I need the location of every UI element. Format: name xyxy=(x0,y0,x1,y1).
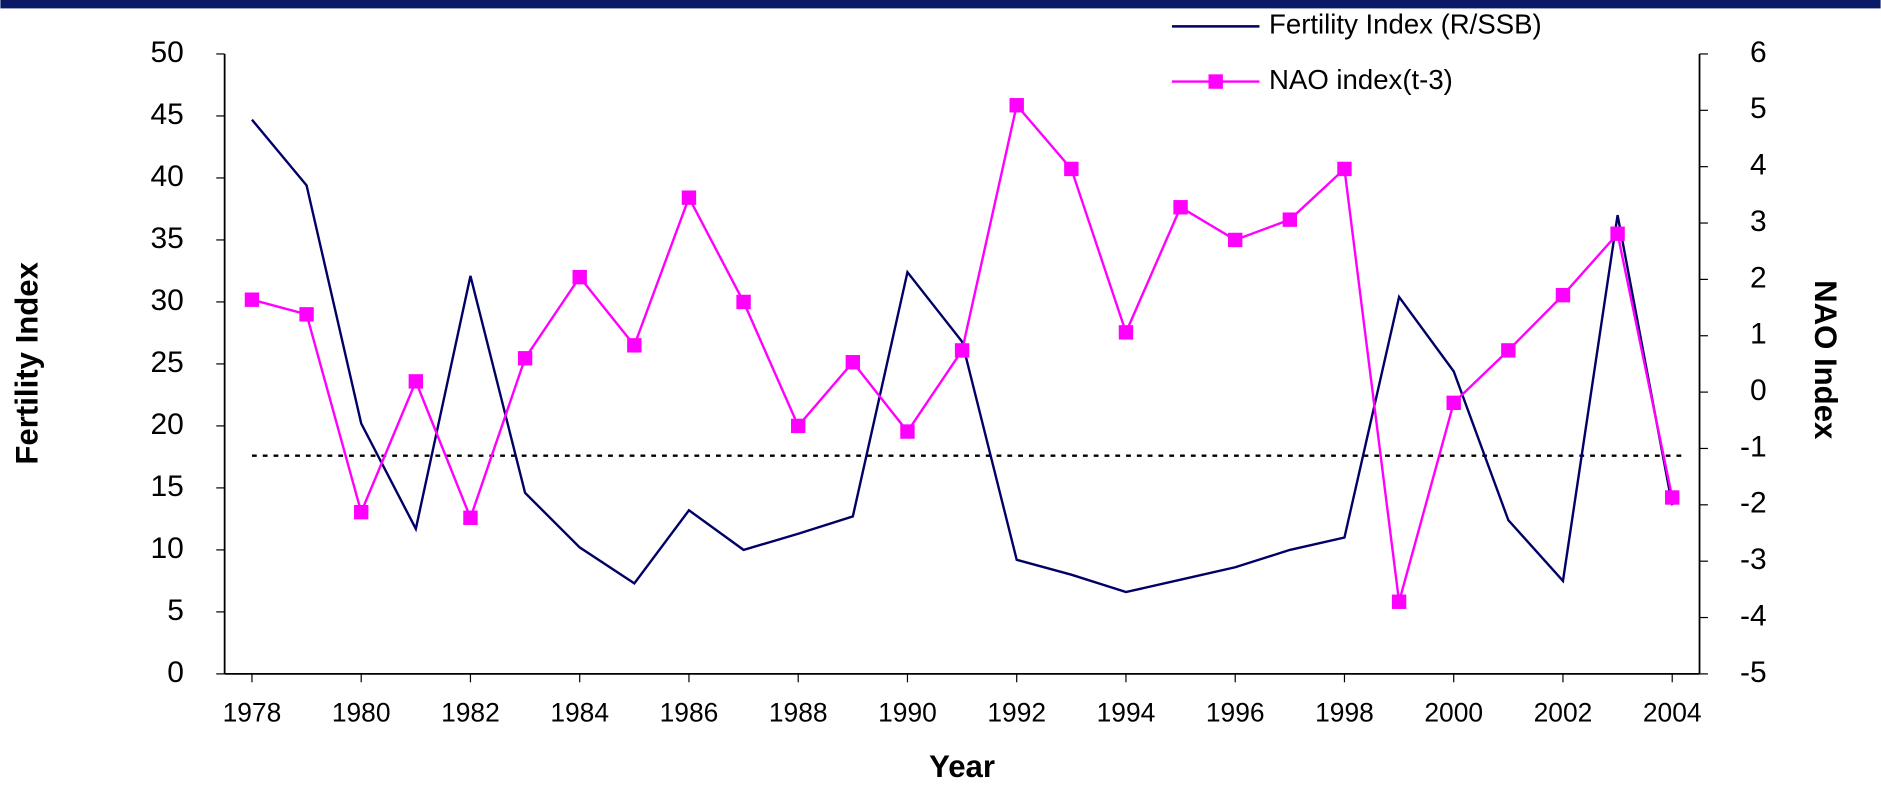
marker xyxy=(244,292,260,307)
legend-label: Fertility Index (R/SSB) xyxy=(1269,9,1542,40)
marker xyxy=(572,269,587,285)
marker xyxy=(1665,490,1680,505)
marker xyxy=(1391,594,1407,609)
marker xyxy=(463,510,478,525)
x-tick-label: 1986 xyxy=(660,698,719,728)
x-tick-label: 1980 xyxy=(332,698,391,728)
y2-tick-label: 0 xyxy=(1750,374,1767,407)
x-tick-label: 2002 xyxy=(1534,698,1593,728)
y2-tick-label: -4 xyxy=(1740,599,1767,632)
marker xyxy=(1610,226,1625,241)
marker xyxy=(736,294,751,310)
y-tick-label: 15 xyxy=(151,470,184,503)
marker xyxy=(791,418,806,434)
y-tick-label: 45 xyxy=(151,98,184,131)
legend-label: NAO index(t-3) xyxy=(1269,64,1453,95)
x-tick-label: 1992 xyxy=(987,698,1046,728)
x-axis-title: Year xyxy=(929,749,995,784)
marker xyxy=(299,307,314,322)
x-tick-label: 1994 xyxy=(1097,698,1156,728)
legend-marker xyxy=(1208,74,1223,89)
x-tick-label: 1998 xyxy=(1315,698,1374,728)
marker xyxy=(354,504,369,520)
top-banner xyxy=(0,0,1881,9)
marker xyxy=(1337,161,1352,177)
marker xyxy=(681,190,697,205)
marker xyxy=(627,338,642,353)
y2-tick-label: 5 xyxy=(1750,92,1767,125)
marker xyxy=(1118,325,1134,340)
y-tick-label: 25 xyxy=(151,346,184,379)
marker xyxy=(1282,212,1298,227)
y2-tick-label: 6 xyxy=(1750,36,1767,69)
marker xyxy=(1009,98,1024,113)
y-tick-label: 30 xyxy=(151,284,184,317)
marker xyxy=(408,374,424,389)
y2-tick-label: -5 xyxy=(1740,656,1767,689)
x-tick-label: 1982 xyxy=(441,698,500,728)
marker xyxy=(1228,232,1243,248)
x-tick-label: 1988 xyxy=(769,698,828,728)
x-tick-label: 1984 xyxy=(550,698,609,728)
x-tick-label: 2000 xyxy=(1424,698,1483,728)
y-tick-label: 50 xyxy=(151,36,184,69)
y-tick-label: 20 xyxy=(151,408,184,441)
marker xyxy=(517,351,533,366)
y2-tick-label: 3 xyxy=(1750,205,1767,238)
marker xyxy=(1446,395,1461,411)
marker xyxy=(1173,200,1188,215)
y2-tick-label: 4 xyxy=(1750,149,1767,182)
y2-tick-label: -1 xyxy=(1740,430,1767,463)
marker xyxy=(954,343,970,358)
x-tick-label: 1978 xyxy=(223,698,282,728)
series-line xyxy=(251,118,1674,594)
y2-tick-label: 1 xyxy=(1750,318,1767,351)
y-tick-label: 40 xyxy=(151,160,184,193)
marker xyxy=(1501,343,1516,358)
y-tick-label: 0 xyxy=(167,656,184,689)
x-tick-label: 1990 xyxy=(878,698,937,728)
y2-tick-label: 2 xyxy=(1750,261,1767,294)
x-tick-label: 2004 xyxy=(1643,698,1702,728)
x-tick-label: 1996 xyxy=(1206,698,1265,728)
marker xyxy=(845,355,861,370)
marker xyxy=(1064,161,1079,177)
y-tick-label: 10 xyxy=(151,532,184,565)
y-tick-label: 5 xyxy=(167,594,184,627)
y2-tick-label: -3 xyxy=(1740,543,1767,576)
y-tick-label: 35 xyxy=(151,222,184,255)
y2-tick-label: -2 xyxy=(1740,487,1767,520)
marker xyxy=(1555,287,1571,303)
y2-axis-title: NAO Index xyxy=(1808,280,1843,440)
y-axis-title: Fertility Index xyxy=(9,261,44,464)
marker xyxy=(900,424,915,439)
